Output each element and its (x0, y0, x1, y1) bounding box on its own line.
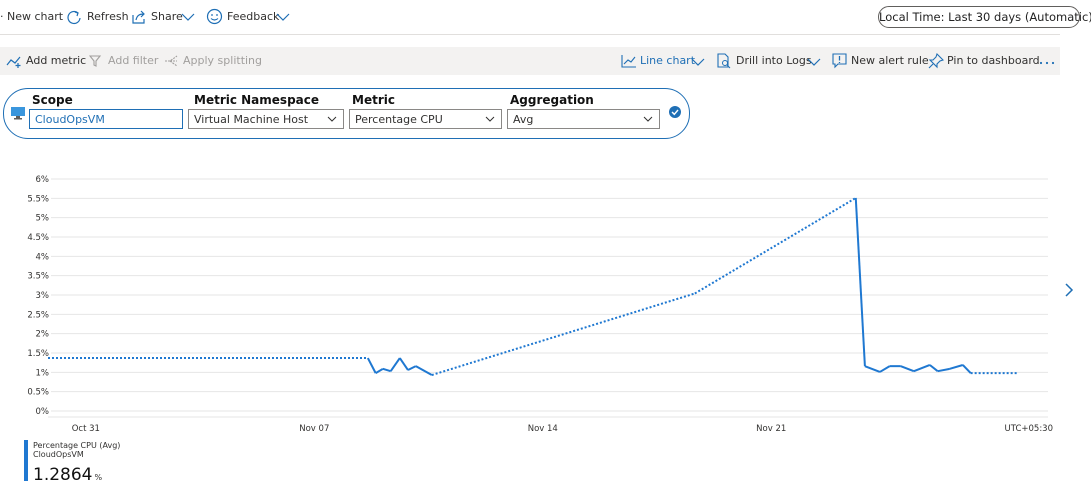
summary-value: 1.2864 (33, 465, 92, 485)
add-metric-icon (6, 56, 21, 68)
series-line (366, 357, 377, 374)
y-tick-label: 1.5% (27, 349, 49, 359)
series-line (407, 365, 417, 371)
series-line (962, 364, 972, 374)
y-tick-label: 2.5% (27, 310, 49, 320)
share-button[interactable]: Share (151, 10, 183, 23)
field-label: Scope (32, 93, 73, 107)
alert-icon (832, 53, 847, 69)
line-chart-icon (621, 55, 636, 68)
refresh-button[interactable]: Refresh (87, 10, 129, 23)
series-line (900, 365, 915, 373)
field-value[interactable]: Percentage CPU (349, 109, 502, 129)
series-line (389, 357, 401, 372)
y-tick-label: 0% (36, 407, 50, 417)
field-label: Metric (352, 93, 395, 107)
series-line (929, 364, 939, 372)
share-chevron[interactable] (181, 12, 195, 22)
y-tick-label: 4% (36, 252, 50, 262)
new-chart-label: New chart (7, 10, 64, 23)
series-line (913, 364, 931, 373)
series-line (382, 367, 391, 373)
series-line (937, 367, 950, 373)
metric-selector (3, 88, 690, 139)
field-value[interactable]: Virtual Machine Host (188, 109, 344, 129)
legend-swatch (24, 440, 28, 481)
line-chart-chevron[interactable] (691, 57, 705, 67)
dropdown-chevron[interactable] (485, 116, 495, 124)
x-tick-label: Nov 07 (299, 424, 329, 434)
add-filter-button[interactable]: Add filter (108, 54, 159, 67)
field-value[interactable]: CloudOpsVM (29, 109, 183, 129)
new-chart-button[interactable]: · New chart (0, 10, 64, 23)
timezone-label: UTC+05:30 (1005, 424, 1053, 434)
x-tick-label: Nov 14 (528, 424, 558, 434)
new-alert-rule-button[interactable]: New alert rule (851, 54, 929, 67)
drill-logs-icon (717, 53, 731, 69)
series-line (854, 197, 866, 367)
series-line (399, 357, 409, 371)
line-chart-button[interactable]: Line chart (640, 54, 696, 67)
y-tick-label: 3% (36, 291, 50, 301)
series-line (864, 365, 881, 373)
share-icon (132, 10, 145, 24)
y-tick-label: 1% (36, 368, 50, 378)
y-tick-label: 6% (36, 175, 50, 185)
time-range-picker[interactable]: Local Time: Last 30 days (Automatic) (878, 6, 1091, 28)
pin-to-dashboard-button[interactable]: Pin to dashboard (947, 54, 1040, 67)
x-tick-label: Nov 21 (756, 424, 786, 434)
chevron-path (643, 116, 653, 122)
apply-splitting-icon (165, 55, 178, 67)
series-line (415, 365, 433, 376)
y-tick-label: 2% (36, 330, 50, 340)
y-tick-label: 3.5% (27, 272, 49, 282)
drill-logs-chevron[interactable] (807, 57, 821, 67)
next-arrow[interactable] (1065, 283, 1074, 297)
feedback-icon (206, 8, 223, 25)
apply-splitting-button[interactable]: Apply splitting (183, 54, 263, 67)
x-tick-label: Oct 31 (72, 424, 100, 434)
legend-name: Percentage CPU (Avg) (33, 441, 120, 450)
field-label: Metric Namespace (194, 93, 320, 107)
drill-into-logs-button[interactable]: Drill into Logs (736, 54, 812, 67)
feedback-chevron[interactable] (276, 12, 290, 22)
series-line (949, 364, 964, 370)
dropdown-chevron[interactable] (643, 116, 653, 124)
series-line (431, 292, 696, 376)
add-filter-icon (89, 55, 102, 67)
chevron-path (485, 116, 495, 122)
summary-unit: % (94, 473, 102, 482)
y-tick-label: 0.5% (27, 388, 49, 398)
y-tick-label: 4.5% (27, 233, 49, 243)
field-value[interactable]: Avg (507, 109, 660, 129)
y-tick-label: 5% (36, 214, 50, 224)
vm-icon (11, 107, 25, 120)
refresh-icon (67, 10, 81, 25)
feedback-button[interactable]: Feedback (227, 10, 280, 23)
chevron-path (327, 116, 337, 122)
field-label: Aggregation (510, 93, 594, 107)
pin-icon (928, 53, 944, 69)
series-line (375, 367, 384, 374)
series-line (694, 197, 857, 295)
add-metric-button[interactable]: Add metric (26, 54, 87, 67)
confirm-icon[interactable] (668, 105, 682, 119)
series-line (879, 365, 891, 373)
dropdown-chevron[interactable] (327, 116, 337, 124)
divider (0, 34, 1060, 35)
more-button[interactable] (1038, 60, 1056, 66)
y-tick-label: 5.5% (27, 194, 49, 204)
legend-resource: CloudOpsVM (33, 450, 84, 459)
